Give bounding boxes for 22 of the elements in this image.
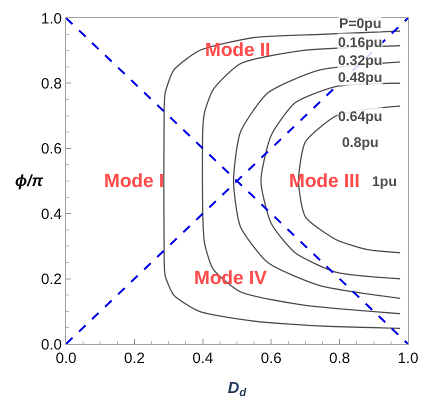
annotation: 0.64pu <box>338 108 382 124</box>
annotation: 0.16pu <box>338 34 382 50</box>
x-tick-label: 0.4 <box>192 350 214 368</box>
y-tick-label: 0.4 <box>41 206 62 223</box>
y-axis-title: ϕ/π <box>15 173 44 190</box>
x-tick-label: 0.6 <box>260 350 282 368</box>
annotation: Mode II <box>205 40 270 61</box>
y-tick-label: 0.2 <box>41 271 62 288</box>
line-series <box>163 30 401 329</box>
x-tick-label: 1.0 <box>398 350 418 368</box>
x-axis-title: D$_{d}$ <box>228 380 248 400</box>
annotation: 0.8pu <box>342 134 379 150</box>
annotation: 0.32pu <box>338 52 382 68</box>
annotation: 1pu <box>372 173 397 189</box>
y-tick-label: 1.0 <box>41 10 62 28</box>
x-tick-label: 0.2 <box>124 350 145 368</box>
y-tick-label: 0.8 <box>41 75 62 92</box>
y-tick-label: 0.6 <box>41 140 62 158</box>
annotation: Mode I <box>104 171 164 192</box>
annotation: 0.48pu <box>338 69 382 85</box>
annotation: P=0pu <box>339 15 382 31</box>
x-tick-label: 0.8 <box>329 350 350 368</box>
